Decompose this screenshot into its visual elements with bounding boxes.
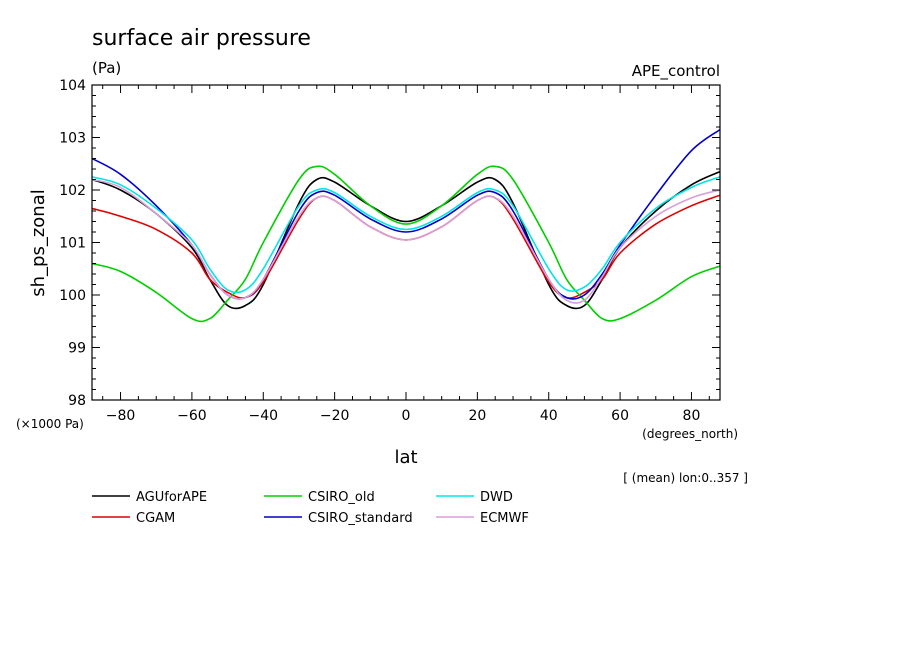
x-tick-label: 80 <box>683 408 701 424</box>
legend-label-ecmwf: ECMWF <box>480 511 529 526</box>
x-tick-label: 20 <box>468 408 486 424</box>
chart-units: (Pa) <box>92 59 121 77</box>
x-tick-label: 0 <box>402 408 411 424</box>
footnote: [ (mean) lon:0..357 ] <box>623 471 748 485</box>
x-tick-label: −40 <box>248 408 278 424</box>
series-lines <box>92 128 720 323</box>
axis-ticks <box>92 84 720 401</box>
experiment-label: APE_control <box>632 62 720 81</box>
x-tick-label: 60 <box>611 408 629 424</box>
series-line-csiro-old <box>92 165 720 323</box>
legend-label-aguforape: AGUforAPE <box>136 490 207 505</box>
y-tick-label: 101 <box>59 236 86 252</box>
y-tick-labels: 98 99 100 101 102 103 104 <box>59 78 86 409</box>
y-tick-label: 102 <box>59 183 86 199</box>
legend-label-dwd: DWD <box>480 490 513 505</box>
legend-label-csiro-old: CSIRO_old <box>308 490 375 505</box>
x-tick-labels: −80 −60 −40 −20 0 20 40 60 80 <box>106 408 701 424</box>
x-axis-label: lat <box>394 447 417 468</box>
y-tick-label: 104 <box>59 78 86 94</box>
y-scale-note: (×1000 Pa) <box>16 417 84 431</box>
series-line-cgam <box>92 194 720 299</box>
x-tick-label: −20 <box>320 408 350 424</box>
series-line-csiro-standard <box>92 128 720 300</box>
y-tick-label: 103 <box>59 131 86 147</box>
y-tick-label: 99 <box>68 341 86 357</box>
y-axis-label: sh_ps_zonal <box>28 189 49 297</box>
x-tick-label: 40 <box>540 408 558 424</box>
x-tick-label: −80 <box>106 408 136 424</box>
series-line-ecmwf <box>92 178 720 304</box>
x-units-label: (degrees_north) <box>642 427 738 441</box>
chart-title: surface air pressure <box>92 26 311 51</box>
series-line-dwd <box>92 176 720 294</box>
legend-label-csiro-standard: CSIRO_standard <box>308 511 413 526</box>
x-tick-label: −60 <box>177 408 207 424</box>
y-tick-label: 98 <box>68 393 86 409</box>
legend: AGUforAPE CGAM CSIRO_old CSIRO_standard DWD E… <box>92 490 529 526</box>
legend-label-cgam: CGAM <box>136 511 175 526</box>
y-tick-label: 100 <box>59 288 86 304</box>
